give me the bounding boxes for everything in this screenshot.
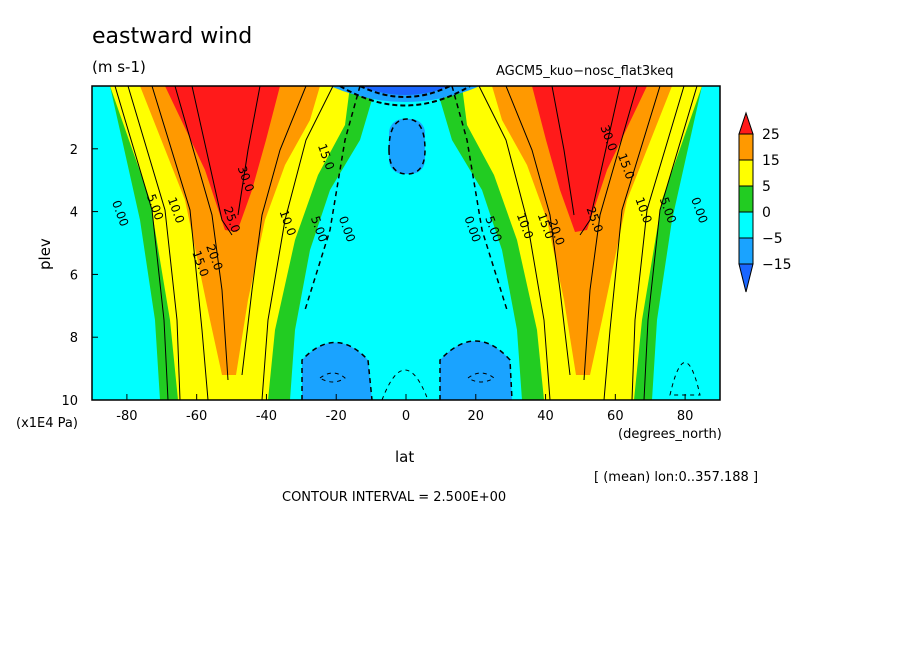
x-tick-label: -80	[116, 409, 137, 424]
y-axis-label: plev	[36, 238, 54, 270]
colorbar-label: −15	[762, 257, 792, 273]
x-axis-ticks: -80 -60 -40 -20 0 20 40 60 80	[116, 394, 693, 424]
band-below-neg15	[360, 86, 450, 95]
colorbar-bottom-arrow	[738, 263, 754, 293]
band-neg15-to-neg5	[389, 119, 425, 174]
band-above-25	[165, 86, 280, 232]
y-tick-label: 4	[70, 206, 78, 221]
band-above-25	[532, 86, 647, 232]
y-tick-label: 2	[70, 143, 78, 158]
chart-title: eastward wind	[92, 24, 253, 49]
x-tick-label: -20	[326, 409, 347, 424]
x-units-label: (degrees_north)	[618, 427, 722, 442]
colorbar-top-arrow	[738, 111, 754, 135]
colorbar-label: 0	[762, 205, 771, 221]
filled-contours	[92, 86, 720, 400]
x-tick-label: -40	[256, 409, 277, 424]
band-neg15-to-neg5	[302, 342, 372, 400]
x-tick-label: 60	[607, 409, 624, 424]
dataset-label: AGCM5_kuo−nosc_flat3keq	[496, 64, 674, 79]
contour-labels: 0.00 5.0010.015.020.025.030.010.015.05.00…	[109, 123, 710, 278]
units-label: (m s-1)	[92, 58, 146, 76]
y-tick-label: 10	[61, 394, 78, 409]
mean-label: [ (mean) lon:0..357.188 ]	[594, 470, 759, 485]
x-axis-label: lat	[395, 448, 415, 466]
x-tick-label: 80	[677, 409, 694, 424]
y-axis-ticks: 2 4 6 8 10	[61, 143, 98, 409]
x-tick-label: 0	[402, 409, 410, 424]
y-units-label: (x1E4 Pa)	[16, 416, 78, 431]
colorbar	[738, 111, 754, 293]
colorbar-label: 25	[762, 127, 780, 143]
colorbar-labels: 25 15 5 0 −5 −15	[762, 127, 792, 273]
band-neg15-to-neg5	[440, 341, 512, 400]
x-tick-label: 20	[468, 409, 485, 424]
x-tick-label: -60	[186, 409, 207, 424]
x-tick-label: 40	[537, 409, 554, 424]
y-tick-label: 8	[70, 331, 78, 346]
contour-interval-label: CONTOUR INTERVAL = 2.500E+00	[282, 490, 507, 505]
y-tick-label: 6	[70, 268, 78, 283]
colorbar-label: 5	[762, 179, 771, 195]
colorbar-label: −5	[762, 231, 783, 247]
contour-lines	[114, 86, 701, 400]
colorbar-label: 15	[762, 153, 780, 169]
